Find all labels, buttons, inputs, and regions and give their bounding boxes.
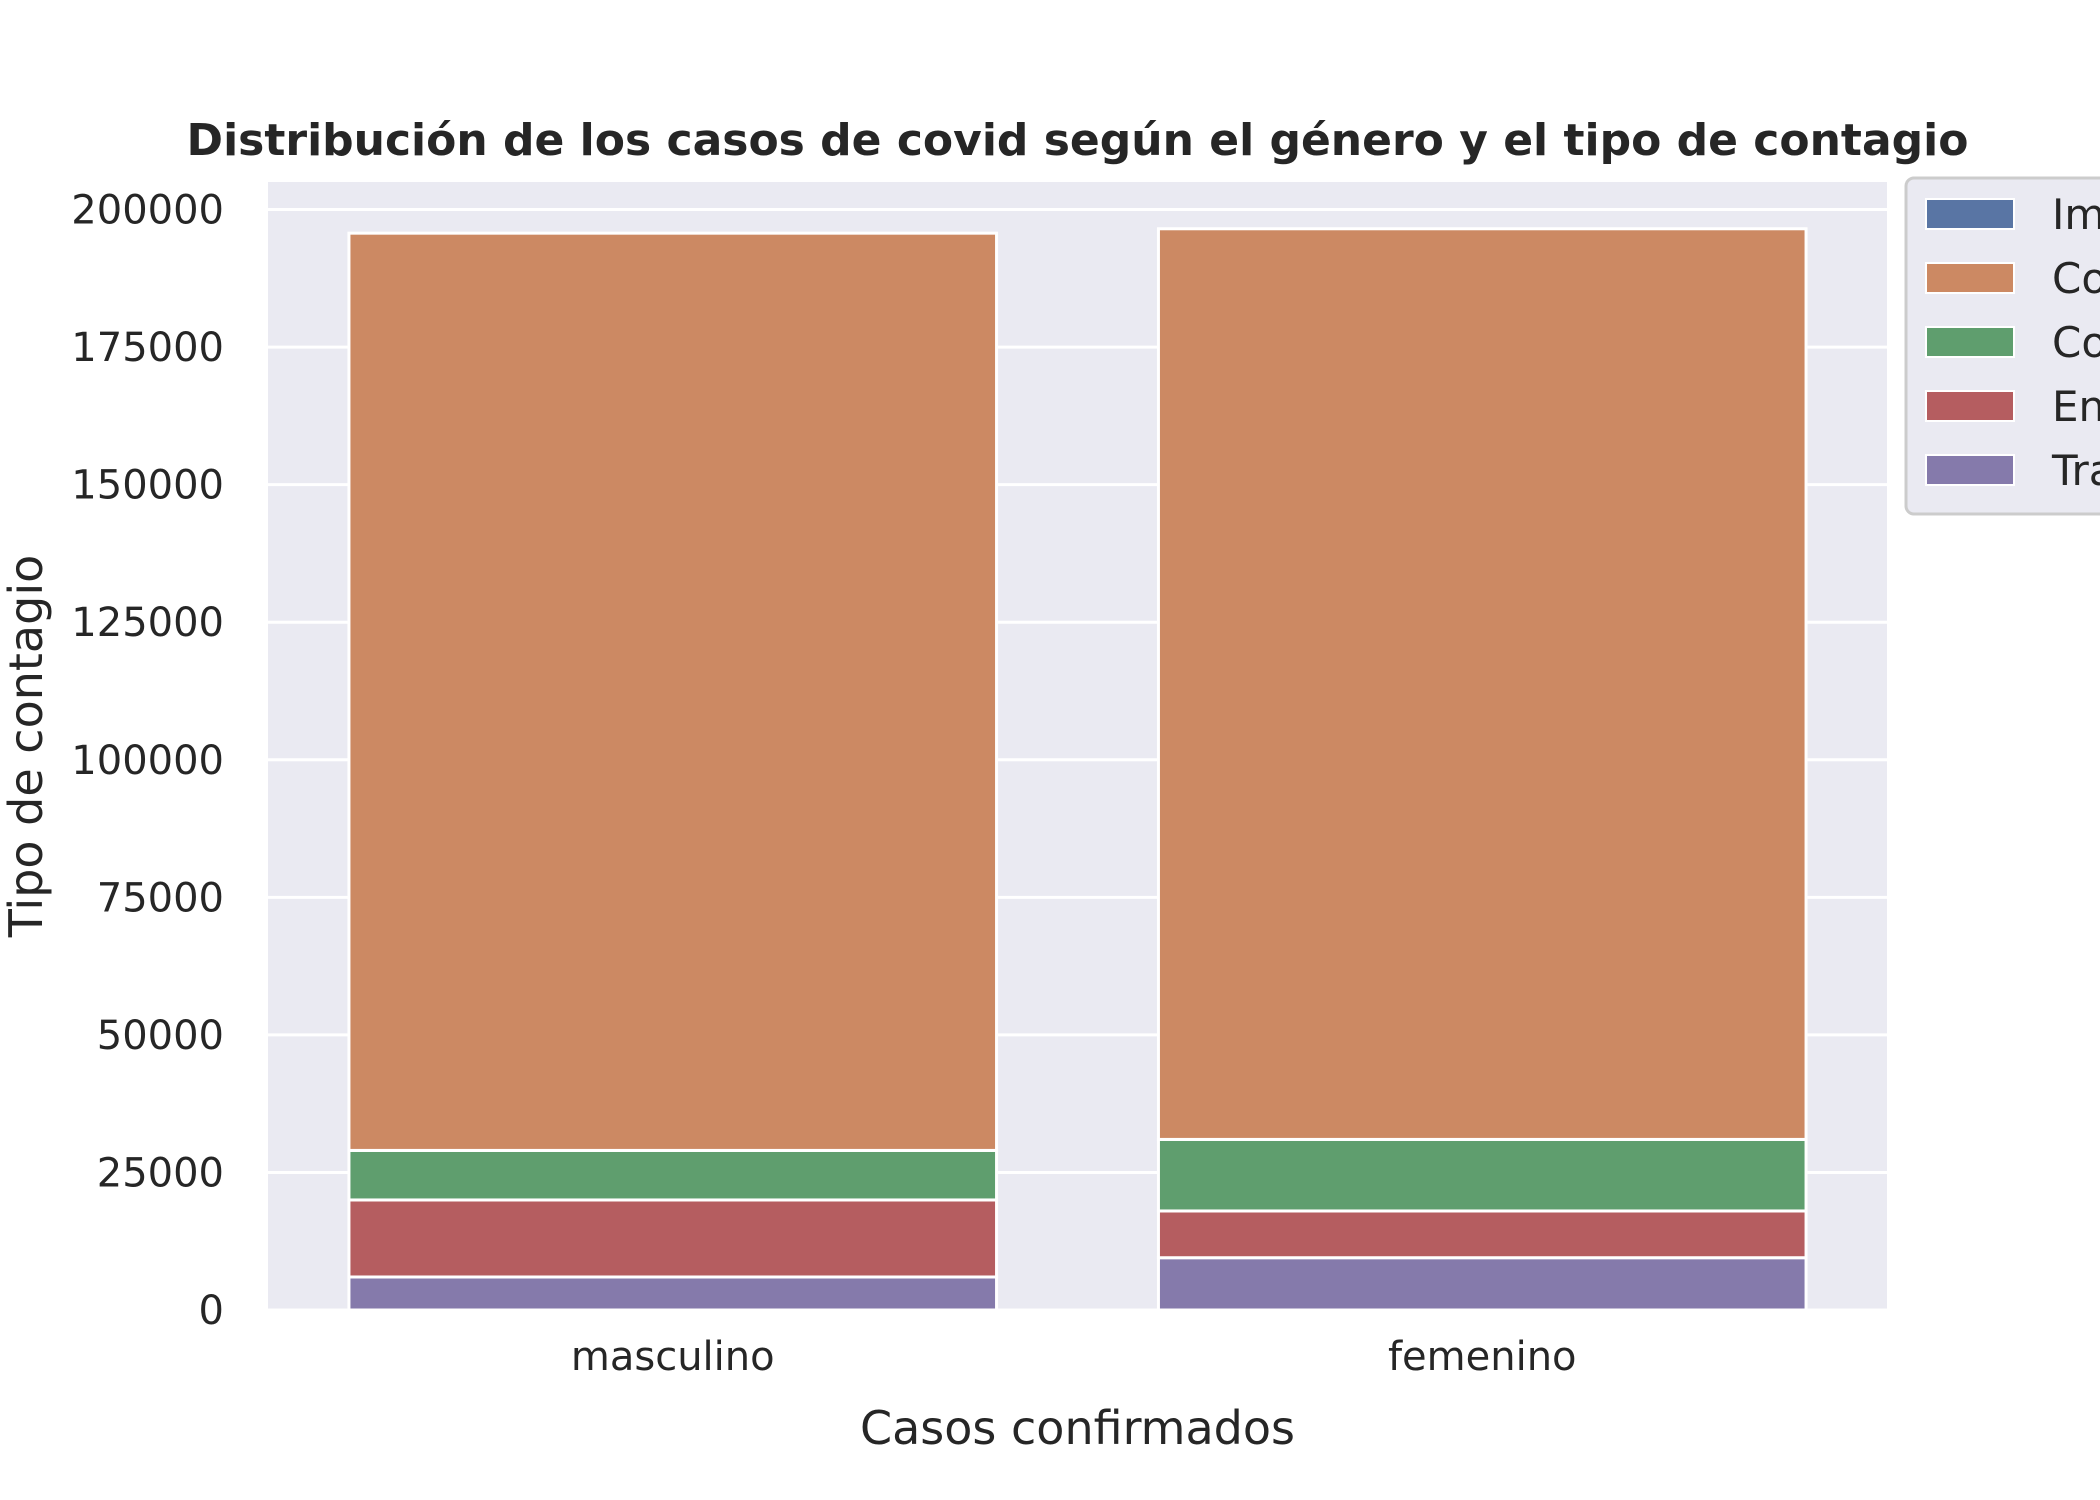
bar-segment [347, 231, 999, 1152]
y-tick-label: 50000 [97, 1013, 224, 1059]
bar-segment [1156, 1209, 1808, 1260]
bar-segment [347, 1275, 999, 1312]
y-tick-labels: 0 25000 50000 75000 100000 125000 150000 175000… [71, 188, 224, 1334]
x-tick-label: femenino [1388, 1334, 1577, 1380]
bar-segment [1156, 227, 1808, 1141]
y-tick-label: 75000 [97, 875, 224, 921]
legend-label: Co [2052, 318, 2100, 367]
bar-segment [347, 1148, 999, 1202]
x-tick-label: masculino [571, 1334, 775, 1380]
legend-label: Tra [2051, 446, 2100, 495]
bar-segment [1156, 1256, 1808, 1312]
legend-swatch [1925, 454, 2015, 486]
y-tick-label: 0 [199, 1288, 224, 1334]
legend-label: En [2052, 382, 2100, 431]
x-axis-label: Casos confirmados [860, 1401, 1295, 1455]
bar-segment [1156, 1137, 1808, 1213]
chart-title: Distribución de los casos de covid según… [187, 115, 1969, 166]
y-axis-label: Tipo de contagio [0, 555, 53, 939]
legend-swatch [1925, 262, 2015, 294]
y-tick-label: 100000 [71, 738, 224, 784]
legend-label: Im [2052, 190, 2100, 239]
bar-segment [347, 1198, 999, 1279]
x-tick-labels: masculino femenino [571, 1334, 1577, 1380]
legend-swatch [1925, 326, 2015, 358]
y-tick-label: 125000 [71, 600, 224, 646]
bars [347, 227, 1808, 1312]
y-tick-label: 200000 [71, 188, 224, 234]
legend: Im Co Co En Tra [1904, 176, 2100, 516]
legend-swatch [1925, 198, 2015, 230]
y-tick-label: 25000 [97, 1150, 224, 1196]
legend-label: Co [2052, 254, 2100, 303]
y-tick-label: 150000 [71, 463, 224, 509]
y-tick-label: 175000 [71, 325, 224, 371]
legend-swatch [1925, 390, 2015, 422]
